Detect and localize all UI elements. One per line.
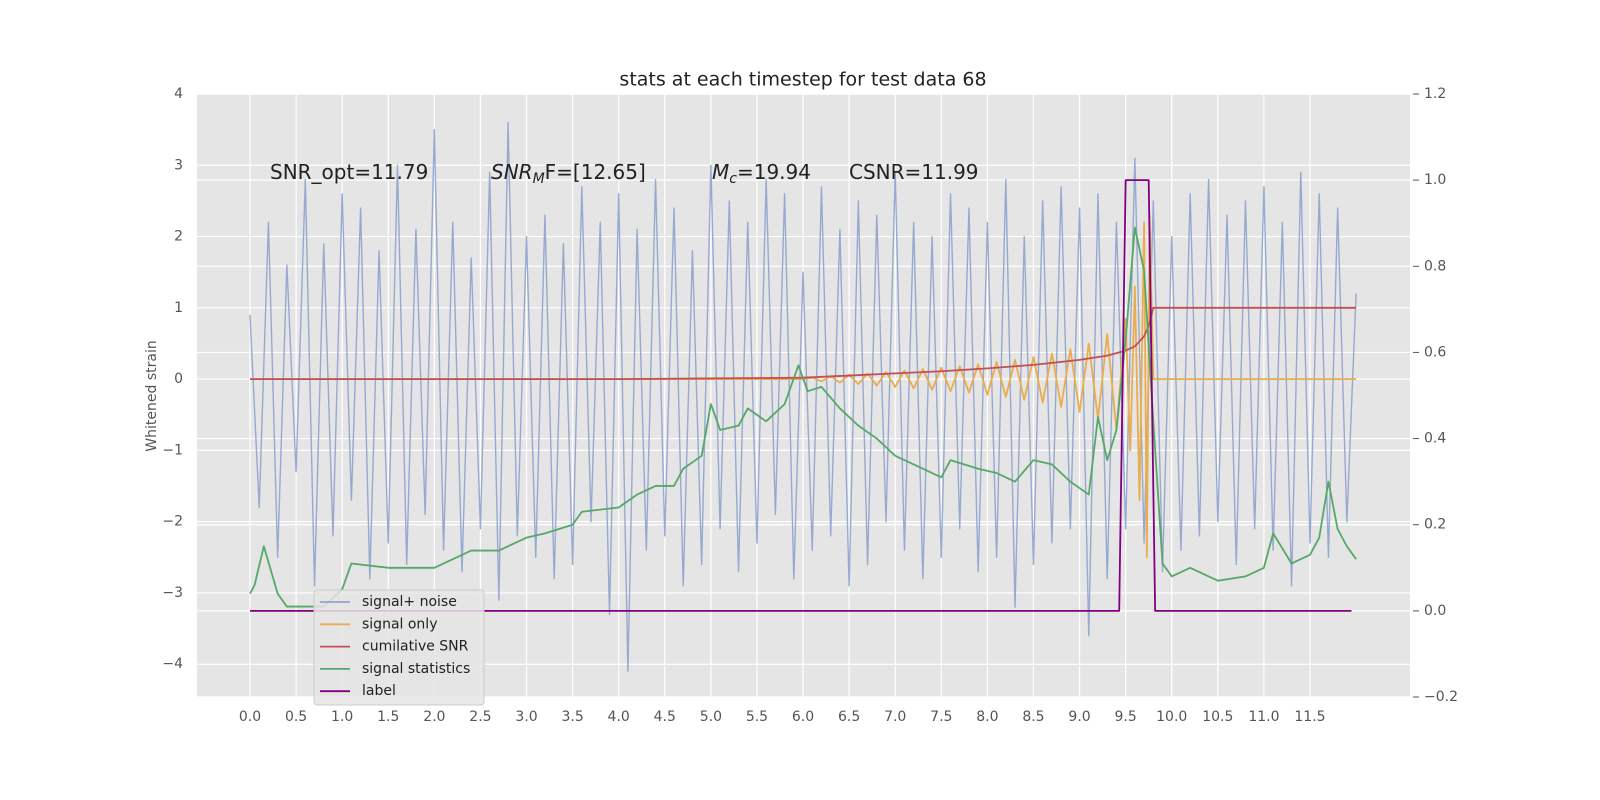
y-axis-label: Whitened strain [144, 340, 160, 451]
x-tick-label: 6.0 [792, 709, 814, 725]
y2-tick-label: 0.6 [1424, 344, 1446, 360]
x-tick-label: 4.0 [608, 709, 630, 725]
y-tick-label: 1 [174, 300, 183, 316]
legend-box [313, 589, 485, 706]
x-tick-label: 7.0 [884, 709, 906, 725]
legend-label: signal statistics [362, 661, 470, 677]
lines [249, 121, 1357, 673]
x-tick-label: 10.0 [1156, 709, 1187, 725]
x-tick-label: 5.0 [700, 709, 722, 725]
annotation-part: CSNR=11.99 [849, 160, 979, 184]
y-tick-label: 0 [174, 371, 183, 387]
x-tick-label: 6.5 [838, 709, 860, 725]
y-tick-label: 4 [174, 86, 183, 102]
x-tick-label: 2.0 [423, 709, 445, 725]
annotation-part: =19.94 [737, 160, 811, 184]
y-tick-label: −3 [162, 585, 183, 601]
y2-tick-label: 0.8 [1424, 258, 1446, 274]
series-line [250, 214, 1357, 559]
x-tick-label: 3.0 [515, 709, 537, 725]
series-line [249, 121, 1357, 673]
annotation: CSNR=11.99 [849, 160, 979, 184]
y-tick-label: −2 [162, 514, 183, 530]
x-tick-label: 3.5 [561, 709, 583, 725]
x-tick-label: 9.5 [1115, 709, 1137, 725]
x-tick-label: 8.5 [1022, 709, 1044, 725]
x-tick-label: 0.0 [239, 709, 261, 725]
annotation: Mc=19.94 [712, 160, 811, 188]
annotation-part: SNR_opt=11.79 [270, 160, 428, 184]
annotation-part: M [712, 160, 729, 184]
y-tick-label: −1 [162, 442, 183, 458]
annotation-part: F=[12.65] [545, 160, 646, 184]
y2-tick-label: 1.2 [1424, 86, 1446, 102]
annotation-part: SNR [491, 160, 533, 184]
x-tick-label: 0.5 [285, 709, 307, 725]
y2-tick-label: 0.2 [1424, 517, 1446, 533]
x-tick-label: 11.5 [1294, 709, 1325, 725]
y2-tick-label: −0.2 [1424, 689, 1458, 705]
y2-tick-label: 1.0 [1424, 172, 1446, 188]
x-tick-label: 1.0 [331, 709, 353, 725]
annotation: SNRMF=[12.65] [491, 160, 646, 188]
legend-label: signal only [362, 616, 437, 632]
x-tick-label: 11.0 [1248, 709, 1279, 725]
x-tick-label: 4.5 [654, 709, 676, 725]
y-tick-label: 3 [174, 157, 183, 173]
y2-tick-label: 0.4 [1424, 431, 1446, 447]
x-tick-label: 8.0 [976, 709, 998, 725]
x-tick-label: 2.5 [469, 709, 491, 725]
annotation-part: M [533, 171, 545, 187]
y-tick-label: −4 [162, 656, 183, 672]
series-line [249, 226, 1357, 608]
overlay: SNR_opt=11.79 SNRMF=[12.65] Mc=19.94 CSNR=1… [270, 160, 979, 706]
x-tick-label: 7.5 [930, 709, 952, 725]
x-tick-label: 10.5 [1202, 709, 1233, 725]
series-line [250, 179, 1352, 612]
x-tick-label: 5.5 [746, 709, 768, 725]
annotation: SNR_opt=11.79 [270, 160, 428, 184]
x-tick-label: 9.0 [1068, 709, 1090, 725]
x-tick-label: 1.5 [377, 709, 399, 725]
chart-title: stats at each timestep for test data 68 [619, 69, 986, 91]
legend-label: signal+ noise [362, 594, 457, 610]
annotation-part: c [729, 171, 737, 187]
legend-label: cumilative SNR [362, 639, 469, 655]
y-tick-label: 2 [174, 229, 183, 245]
y2-tick-label: 0.0 [1424, 603, 1446, 619]
legend-label: label [362, 683, 396, 699]
